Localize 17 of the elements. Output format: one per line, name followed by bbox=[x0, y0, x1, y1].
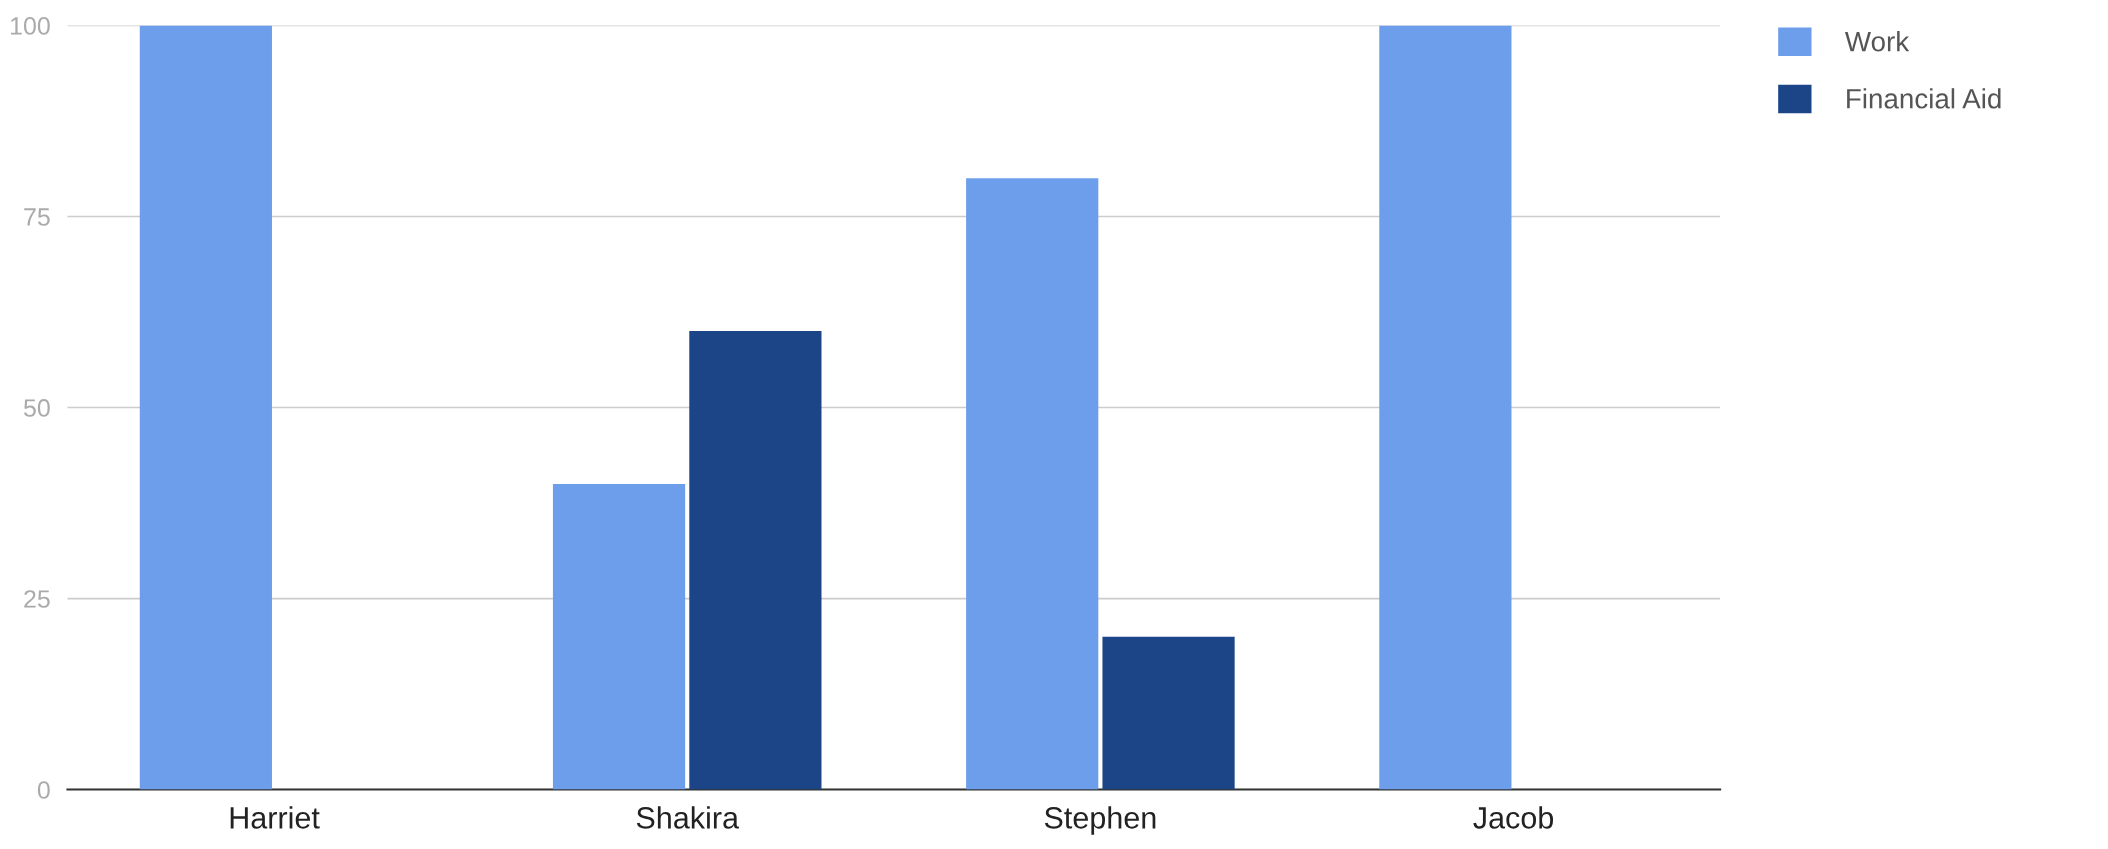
legend-label: Work bbox=[1844, 31, 1910, 52]
x-tick-label: Stephen bbox=[1044, 806, 1156, 835]
y-tick-label: 50 bbox=[23, 399, 50, 417]
y-tick-label: 0 bbox=[37, 781, 50, 799]
bar bbox=[966, 178, 1099, 790]
bar bbox=[1379, 25, 1512, 790]
y-tick-label: 100 bbox=[10, 17, 50, 35]
bar bbox=[552, 483, 686, 790]
bar bbox=[1102, 636, 1235, 790]
x-tick-label: Jacob bbox=[1473, 806, 1554, 829]
y-tick-label: 75 bbox=[24, 208, 50, 226]
x-tick-label: Harriet bbox=[230, 806, 320, 829]
y-tick-label: 25 bbox=[24, 590, 50, 608]
bar bbox=[139, 25, 272, 790]
x-tick-label: Shakira bbox=[636, 806, 740, 829]
bar bbox=[689, 331, 822, 790]
legend-label: Financial Aid bbox=[1847, 88, 2001, 109]
